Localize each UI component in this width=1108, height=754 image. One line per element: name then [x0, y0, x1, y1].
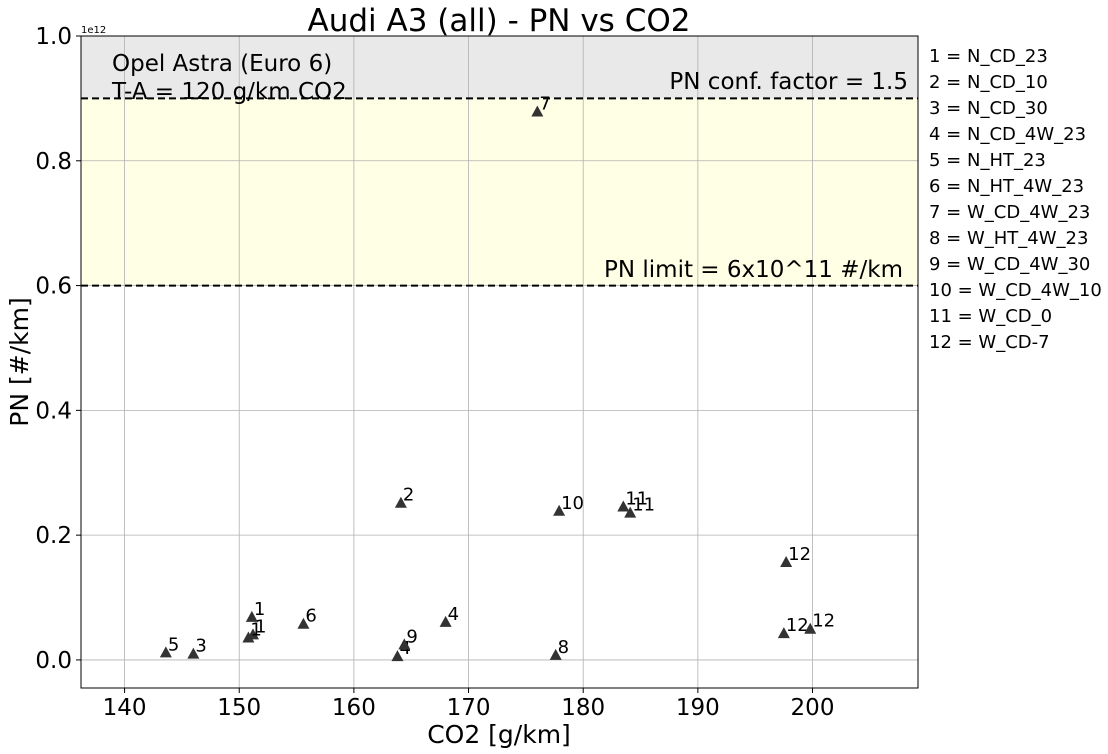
conf-factor-label: PN conf. factor = 1.5 — [669, 69, 908, 95]
data-point-6 — [391, 650, 404, 662]
legend-entry-8: 9 = W_CD_4W_30 — [929, 254, 1090, 275]
legend-entry-4: 5 = N_HT_23 — [929, 150, 1046, 171]
legend-entry-5: 6 = N_HT_4W_23 — [929, 176, 1084, 197]
data-point-label-17: 12 — [812, 611, 835, 632]
data-point-11 — [398, 638, 411, 650]
data-point-label-13: 11 — [625, 488, 648, 509]
y-axis-label: PN [#/km] — [5, 297, 34, 426]
plot-frame — [80, 35, 919, 689]
x-tick-label-5: 190 — [676, 695, 720, 721]
legend-entry-1: 2 = N_CD_10 — [929, 72, 1048, 93]
pn-limit-label: PN limit = 6x10^11 #/km — [604, 257, 903, 283]
legend-entry-0: 1 = N_CD_23 — [929, 46, 1048, 67]
data-point-8 — [297, 617, 310, 629]
data-point-15 — [780, 555, 793, 567]
chart-title: Audi A3 (all) - PN vs CO2 — [308, 3, 691, 39]
data-points: 111234456789101111121212 — [159, 93, 835, 662]
y-tick-label-5: 1.0 — [35, 24, 72, 50]
data-point-label-8: 6 — [305, 606, 316, 627]
data-point-5 — [439, 615, 452, 627]
legend-entry-6: 7 = W_CD_4W_23 — [929, 202, 1090, 223]
data-point-label-15: 12 — [788, 544, 811, 565]
legend-entry-3: 4 = N_CD_4W_23 — [929, 124, 1086, 145]
data-point-label-1: 1 — [255, 616, 266, 637]
x-tick-label-6: 200 — [791, 695, 835, 721]
data-point-3 — [394, 496, 407, 508]
annotation-line-1: Opel Astra (Euro 6) — [112, 51, 332, 77]
y-offset-label: 1e12 — [81, 25, 106, 36]
legend-entry-9: 10 = W_CD_4W_10 — [929, 280, 1102, 301]
y-tick-label-3: 0.6 — [35, 274, 72, 300]
y-tick-label-1: 0.2 — [35, 523, 72, 549]
bands-layer — [81, 36, 918, 286]
data-point-2 — [242, 631, 255, 643]
y-tick-label-0: 0.0 — [35, 648, 72, 674]
data-point-12 — [553, 504, 566, 516]
x-tick-label-1: 150 — [217, 695, 261, 721]
data-point-16 — [777, 627, 790, 639]
y-tick-label-2: 0.4 — [35, 398, 72, 424]
x-axis-label: CO2 [g/km] — [427, 720, 571, 749]
data-point-label-0: 1 — [254, 599, 265, 620]
data-point-label-5: 4 — [448, 604, 459, 625]
data-point-label-2: 1 — [250, 619, 261, 640]
data-point-label-9: 7 — [539, 93, 550, 114]
band-1 — [81, 98, 918, 286]
legend-entry-10: 11 = W_CD_0 — [929, 306, 1052, 327]
legend-entry-11: 12 = W_CD-7 — [929, 332, 1050, 353]
data-point-label-3: 2 — [403, 485, 414, 506]
x-tick-label-4: 180 — [561, 695, 605, 721]
data-point-0 — [245, 610, 258, 622]
data-point-13 — [617, 500, 630, 512]
annotation-line-2: T-A = 120 g/km CO2 — [111, 79, 347, 105]
data-point-10 — [549, 648, 562, 660]
data-point-label-10: 8 — [558, 637, 569, 658]
data-point-17 — [804, 622, 817, 634]
data-point-label-16: 12 — [786, 615, 809, 636]
data-point-7 — [159, 646, 172, 658]
data-point-label-12: 10 — [561, 493, 584, 514]
x-tick-label-2: 160 — [332, 695, 376, 721]
data-point-label-7: 5 — [168, 634, 179, 655]
legend: 1 = N_CD_23 2 = N_CD_10 3 = N_CD_30 4 = N_C… — [929, 46, 1102, 353]
data-point-label-14: 11 — [632, 495, 655, 516]
data-point-label-4: 3 — [195, 636, 206, 657]
data-point-9 — [531, 105, 544, 117]
data-point-14 — [624, 506, 637, 518]
threshold-lines — [81, 97, 918, 287]
legend-entry-7: 8 = W_HT_4W_23 — [929, 228, 1088, 249]
axes: 140 150 160 170 180 190 200 0.0 0.2 0.4 0.6 0.8 1.0 — [35, 24, 919, 721]
y-tick-label-4: 0.8 — [35, 149, 72, 175]
data-point-label-11: 9 — [406, 626, 417, 647]
legend-entry-2: 3 = N_CD_30 — [929, 98, 1048, 119]
x-tick-label-3: 170 — [447, 695, 491, 721]
x-tick-label-0: 140 — [103, 695, 147, 721]
data-point-4 — [187, 647, 200, 659]
band-0 — [81, 36, 918, 99]
